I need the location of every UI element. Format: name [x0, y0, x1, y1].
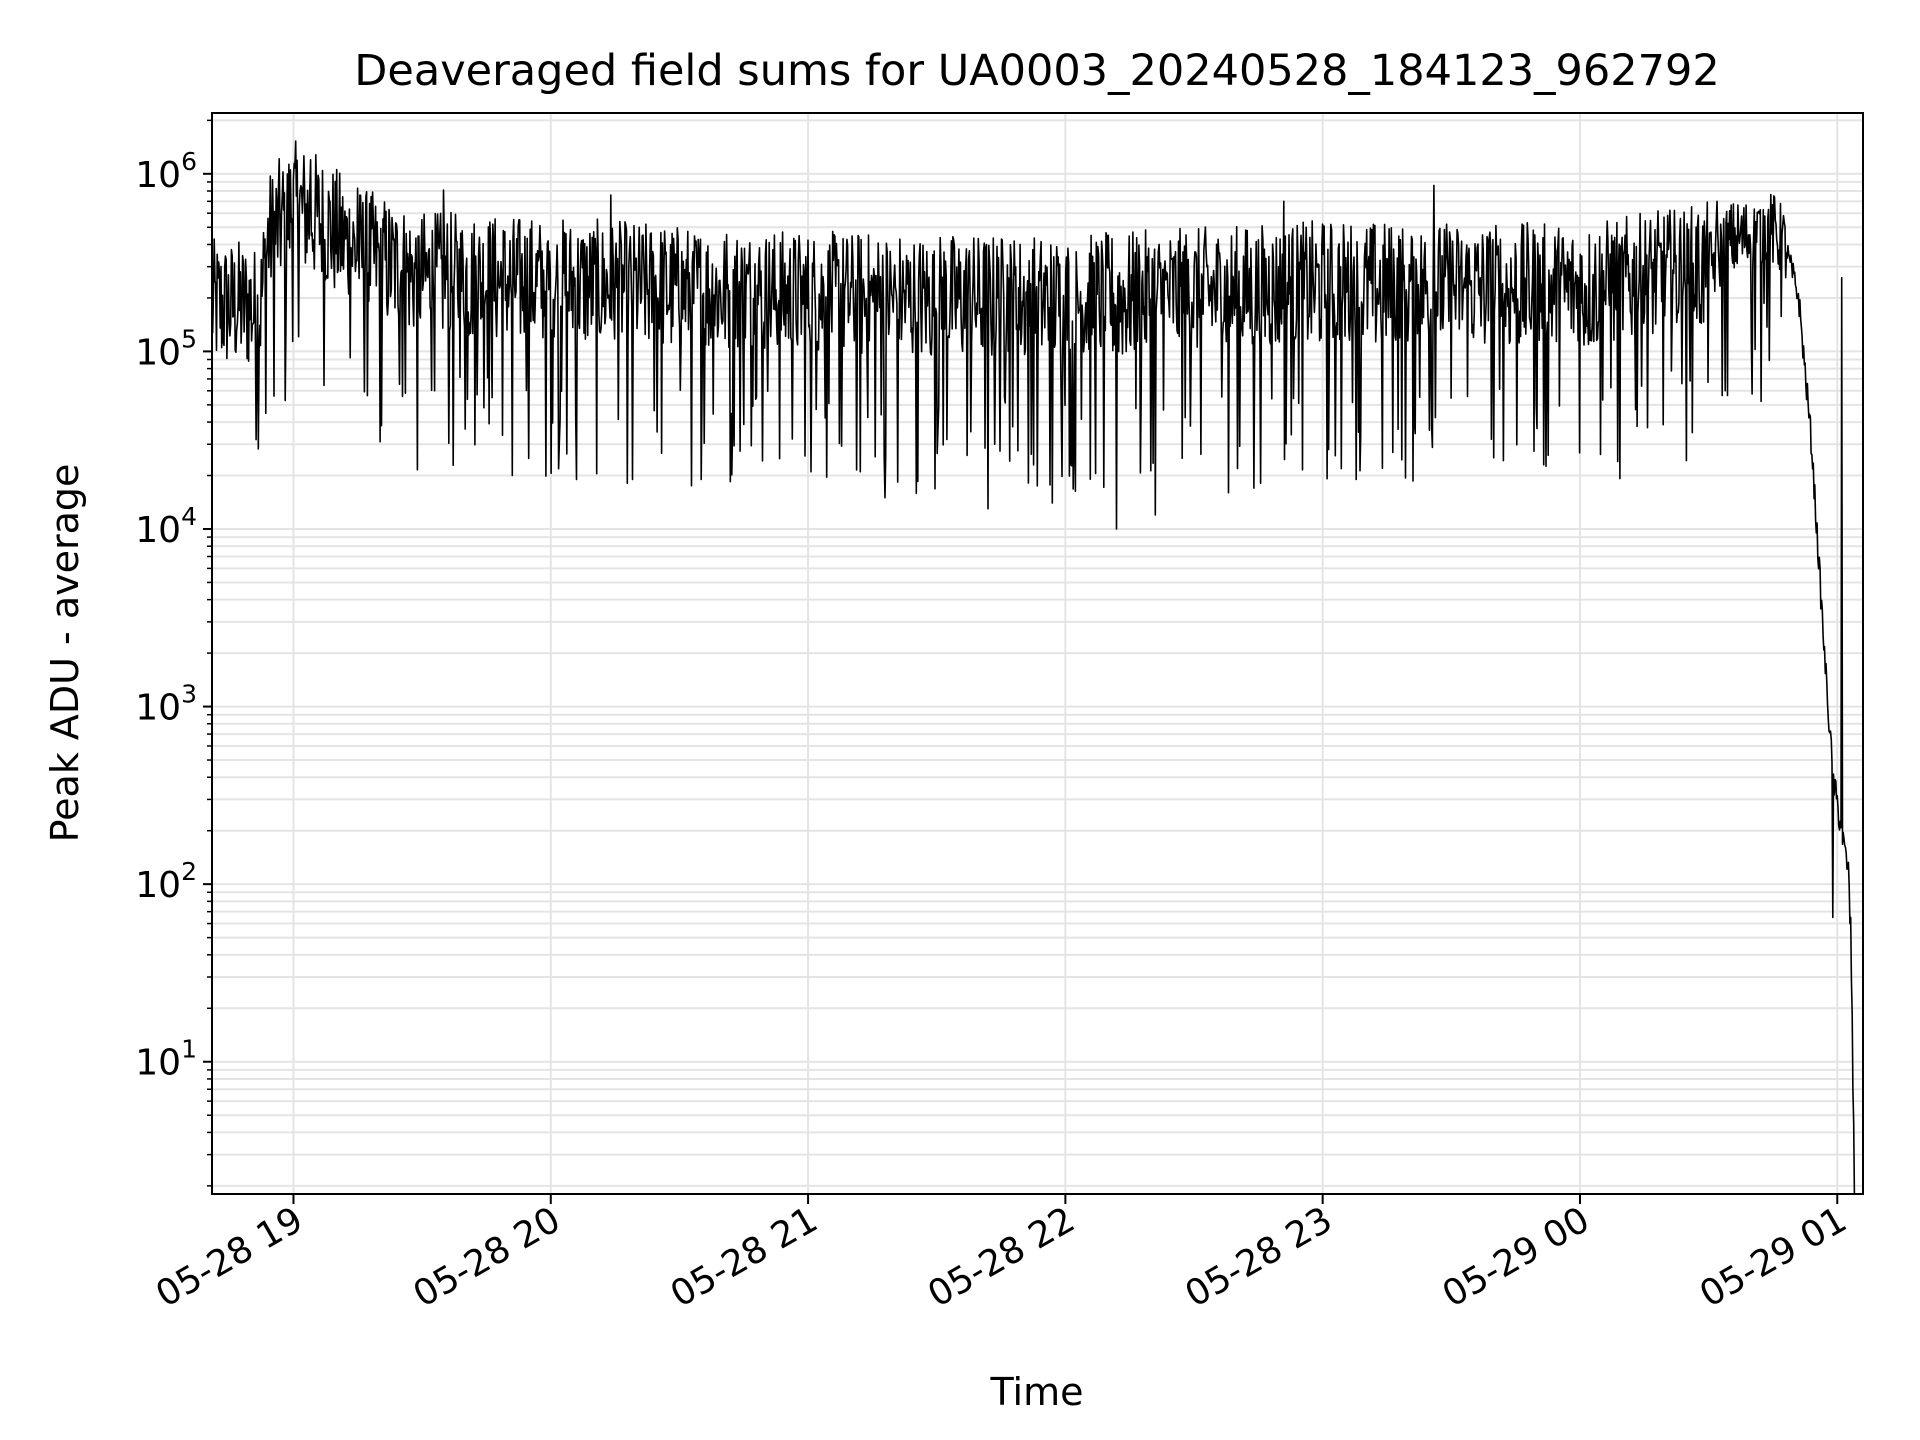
- x-axis-label: Time: [990, 1370, 1084, 1414]
- y-axis-label: Peak ADU - average: [43, 464, 87, 843]
- chart-title: Deaveraged field sums for UA0003_2024052…: [354, 46, 1719, 96]
- y-tick-label: 102: [135, 857, 197, 906]
- y-tick-label: 103: [135, 680, 197, 729]
- y-axis: 101 102 103 104 105 106: [135, 119, 212, 1187]
- y-tick-label: 106: [135, 147, 197, 196]
- y-tick-label: 101: [135, 1035, 197, 1084]
- y-tick-label: 104: [135, 502, 197, 551]
- series-line: [211, 140, 1856, 1195]
- y-tick-label: 105: [135, 324, 197, 373]
- series-group: [211, 140, 1856, 1195]
